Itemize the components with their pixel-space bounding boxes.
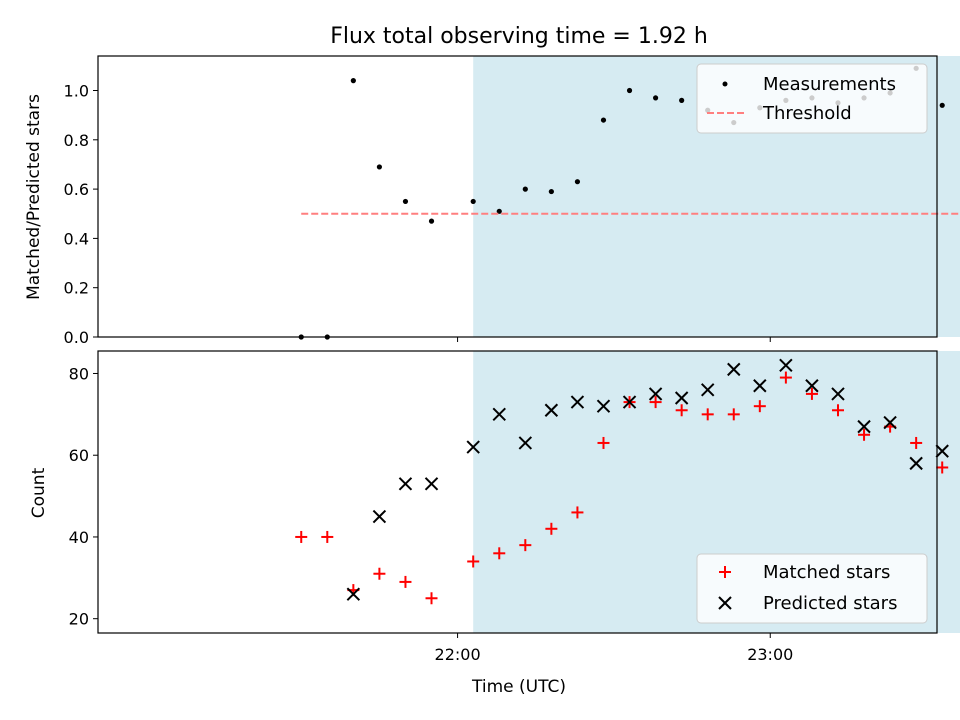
y-tick-label: 0.6 xyxy=(64,180,89,199)
predicted-star-point xyxy=(544,403,559,417)
y-tick-label: 0.2 xyxy=(64,279,89,298)
predicted-star-point xyxy=(424,477,439,491)
top-axes-layer: 0.0 0.2 0.4 0.6 0.8 1.0 xyxy=(64,55,938,347)
legend-measurements-label: Measurements xyxy=(763,74,896,95)
bottom-y-axis-label: Count xyxy=(29,467,49,518)
chart-title: Flux total observing time = 1.92 h xyxy=(330,24,708,49)
measurement-point xyxy=(548,188,554,195)
legend-measurements-marker xyxy=(722,81,728,87)
predicted-star-point xyxy=(701,383,715,397)
bottom-series-layer xyxy=(295,358,949,605)
top-panel: 0.0 0.2 0.4 0.6 0.8 1.0 Matched/Predicted sta… xyxy=(24,55,960,347)
predicted-star-point xyxy=(857,419,871,434)
measurement-point xyxy=(600,117,607,123)
predicted-star-point xyxy=(883,415,897,430)
matched-star-point xyxy=(321,530,334,543)
predicted-star-point xyxy=(372,509,387,524)
x-tick-label: 22:00 xyxy=(435,645,481,664)
predicted-star-point xyxy=(466,440,480,454)
predicted-star-point xyxy=(935,444,949,458)
matched-star-point xyxy=(675,404,688,417)
measurement-point xyxy=(679,97,685,103)
matched-star-point xyxy=(399,575,412,588)
matched-star-point xyxy=(858,428,871,441)
predicted-star-point xyxy=(805,379,819,393)
predicted-star-point xyxy=(909,456,923,471)
measurement-point xyxy=(496,208,502,214)
measurement-point xyxy=(470,198,476,205)
x-axis-label: Time (UTC) xyxy=(471,677,566,697)
top-axes-frame xyxy=(97,55,938,338)
y-tick-label: 60 xyxy=(69,446,89,465)
legend-matched-marker xyxy=(719,566,731,578)
matched-star-point xyxy=(519,539,532,552)
legend-threshold-label: Threshold xyxy=(762,103,852,124)
x-tick-label: 23:00 xyxy=(747,645,793,664)
measurement-point xyxy=(522,186,528,192)
bottom-axes-frame xyxy=(97,350,938,634)
predicted-star-point xyxy=(622,395,637,409)
matched-star-point xyxy=(936,461,949,474)
measurement-point xyxy=(626,87,633,94)
matched-star-point xyxy=(545,522,558,535)
y-tick-label: 20 xyxy=(69,610,89,629)
legend-predicted-marker xyxy=(718,596,732,610)
predicted-star-point xyxy=(492,407,506,422)
matched-star-point xyxy=(805,387,818,400)
y-tick-label: 0.4 xyxy=(64,229,89,248)
matched-star-point xyxy=(779,371,792,384)
legend-predicted-label: Predicted stars xyxy=(763,593,897,614)
y-tick-label: 40 xyxy=(69,528,89,547)
legend-matched-label: Matched stars xyxy=(763,562,890,583)
predicted-star-point xyxy=(727,362,741,377)
y-tick-label: 0.8 xyxy=(64,131,89,150)
predicted-star-point xyxy=(674,391,689,405)
matched-star-point xyxy=(910,436,923,449)
measurement-point xyxy=(428,218,435,224)
measurement-point xyxy=(652,95,659,101)
predicted-star-point xyxy=(346,587,361,601)
y-tick-label: 1.0 xyxy=(64,82,89,101)
matched-star-point xyxy=(831,404,844,417)
measurement-point xyxy=(350,78,356,84)
measurement-point xyxy=(939,102,945,108)
matched-star-point xyxy=(727,408,740,421)
y-tick-label: 80 xyxy=(69,364,89,383)
matched-star-point xyxy=(373,567,386,580)
matched-star-point xyxy=(701,408,714,421)
predicted-star-point xyxy=(596,399,611,413)
measurement-point xyxy=(402,198,409,205)
matched-star-point xyxy=(467,555,480,568)
matched-star-point xyxy=(493,547,506,560)
matched-star-point xyxy=(571,506,584,519)
matched-star-point xyxy=(649,396,662,409)
bottom-legend: Matched stars Predicted stars xyxy=(696,553,928,624)
predicted-star-point xyxy=(831,387,845,401)
y-tick-label: 0.0 xyxy=(64,328,89,347)
predicted-star-point xyxy=(570,395,585,409)
measurement-point xyxy=(574,179,581,185)
bottom-legend-frame xyxy=(696,553,928,624)
matched-star-point xyxy=(753,400,766,413)
predicted-star-point xyxy=(779,358,793,373)
matched-star-point xyxy=(597,436,610,449)
matched-star-point xyxy=(295,530,308,543)
predicted-star-point xyxy=(753,379,767,393)
predicted-star-point xyxy=(648,387,663,401)
top-legend: Measurements Threshold xyxy=(696,63,928,134)
predicted-star-point xyxy=(518,436,533,450)
matched-star-point xyxy=(425,592,438,605)
predicted-star-point xyxy=(398,477,413,491)
top-legend-frame xyxy=(696,63,928,134)
top-y-axis-label: Matched/Predicted stars xyxy=(24,94,44,300)
measurement-point xyxy=(376,164,383,170)
